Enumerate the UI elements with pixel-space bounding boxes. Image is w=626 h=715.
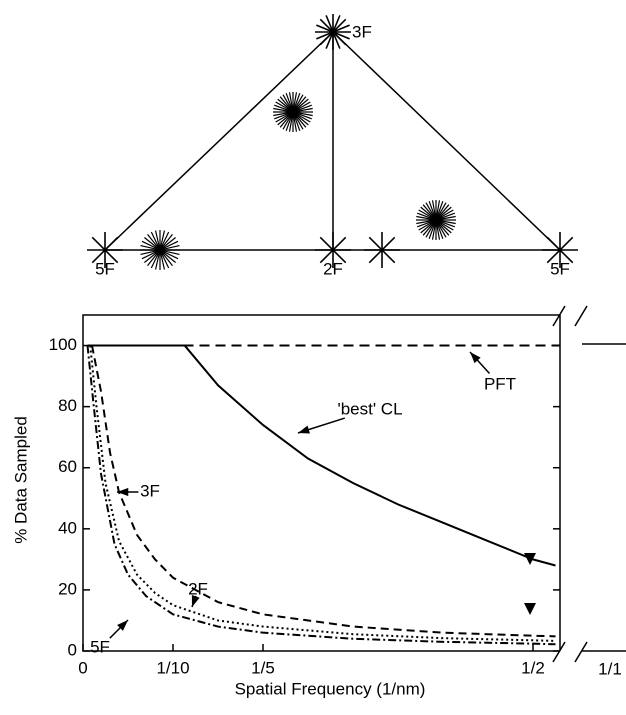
y-tick-label: 80 — [58, 396, 77, 415]
arrow-head — [470, 352, 481, 364]
y-tick-label: 100 — [49, 335, 77, 354]
star-ray — [368, 236, 396, 264]
marker-triangle — [524, 553, 536, 565]
y-tick-label: 20 — [58, 579, 77, 598]
y-tick-label: 60 — [58, 457, 77, 476]
annotation: PFT — [484, 374, 516, 393]
star-ray — [91, 236, 119, 264]
x-axis-label: Spatial Frequency (1/nm) — [235, 679, 426, 698]
orientation-stars — [87, 14, 578, 270]
y-tick-label: 0 — [68, 640, 77, 659]
star-ray — [140, 244, 180, 256]
star-ray — [273, 107, 313, 117]
arrow-head — [117, 487, 129, 497]
diagram-label: 2F — [323, 259, 343, 278]
x-break-label: 1/1 — [598, 659, 622, 678]
x-tick-label: 1/5 — [251, 658, 275, 677]
star-ray — [416, 215, 456, 225]
plot: 0 20 40 60 80 100 0 1/10 1/5 1/2 PFT 'best' CL 3F 2F 5… — [49, 314, 560, 677]
triangle-diagram — [104, 30, 562, 251]
star-ray — [546, 236, 574, 264]
arrow-head — [191, 595, 200, 607]
y-tick-label: 40 — [58, 518, 77, 537]
axis-break — [552, 305, 626, 663]
x-tick-label: 1/2 — [521, 658, 545, 677]
diagram-label: 5F — [95, 259, 115, 278]
arrow-head — [117, 620, 128, 631]
marker-triangle — [524, 603, 536, 615]
x-tick-label: 0 — [78, 658, 87, 677]
diagram-label: 5F — [550, 259, 570, 278]
arrow-head — [298, 425, 310, 434]
diagram-label: 3F — [352, 22, 372, 41]
series-line — [91, 345, 556, 638]
series-line — [87, 344, 556, 567]
annotation: 2F — [188, 579, 208, 598]
series-line — [89, 345, 556, 642]
annotation: 'best' CL — [337, 399, 402, 418]
star-ray — [319, 236, 347, 264]
y-axis-label: % Data Sampled — [11, 416, 30, 544]
x-tick-label: 1/10 — [156, 658, 189, 677]
annotation: 3F — [140, 481, 160, 500]
series-line — [86, 345, 556, 646]
star-ray — [316, 24, 350, 40]
axis-frame — [82, 314, 560, 652]
annotation: 5F — [90, 637, 110, 656]
